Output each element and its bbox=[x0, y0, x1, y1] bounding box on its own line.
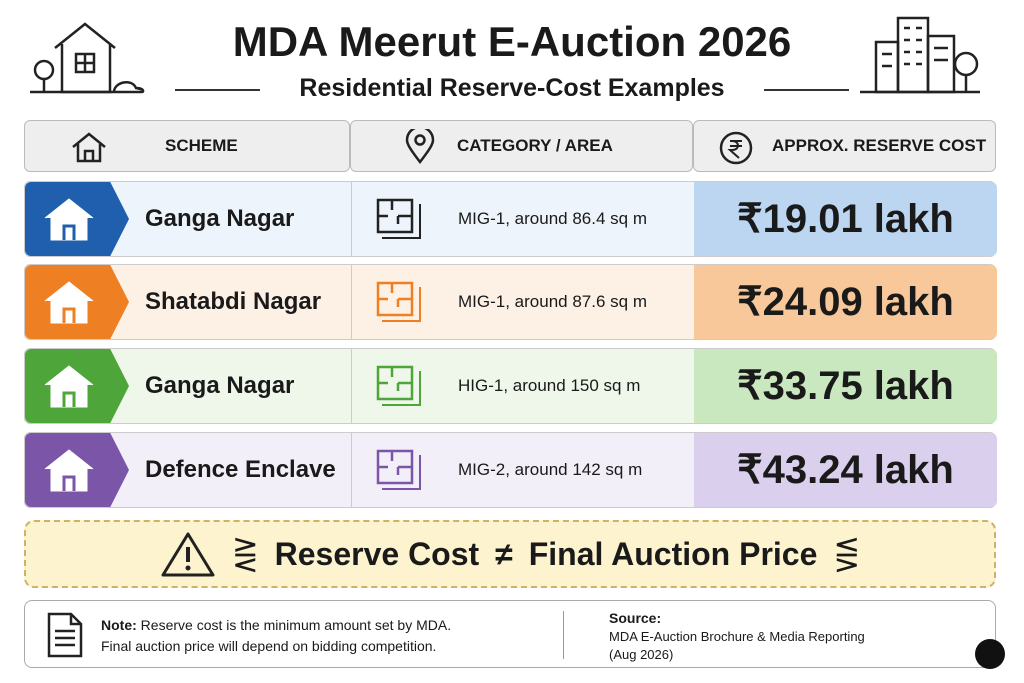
category: HIG-1, around 150 sq m bbox=[351, 349, 694, 423]
divider bbox=[563, 611, 564, 659]
footer: Note: Reserve cost is the minimum amount… bbox=[24, 600, 1005, 669]
note-text: Reserve cost is the minimum amount set b… bbox=[140, 617, 452, 633]
row-badge bbox=[25, 433, 129, 507]
source-text: (Aug 2026) bbox=[609, 647, 674, 662]
doc-icon bbox=[47, 612, 83, 658]
title: MDA Meerut E-Auction 2026 bbox=[232, 18, 792, 65]
header-text: APPROX. RESERVE COST bbox=[772, 136, 987, 155]
rule bbox=[175, 89, 260, 91]
icon bbox=[72, 132, 106, 163]
plan-icon bbox=[376, 365, 421, 406]
category-text: MIG-2, around 142 sq m bbox=[458, 460, 643, 479]
logo bbox=[975, 639, 1005, 669]
plan-icon bbox=[376, 281, 421, 322]
row-badge bbox=[25, 349, 129, 423]
reserve-cost: ₹19.01 lakh bbox=[694, 182, 997, 256]
header-text: SCHEME bbox=[165, 136, 238, 155]
category-text: MIG-1, around 86.4 sq m bbox=[458, 209, 647, 228]
note-text: Final auction price will depend on biddi… bbox=[101, 638, 437, 654]
header-text: CATEGORY / AREA bbox=[457, 136, 613, 155]
note: Note: Reserve cost is the minimum amount… bbox=[101, 615, 451, 657]
header-cell: APPROX. RESERVE COST bbox=[693, 120, 996, 172]
reserve-cost: ₹24.09 lakh bbox=[694, 265, 997, 339]
buildings-illustration bbox=[860, 16, 980, 94]
category: MIG-2, around 142 sq m bbox=[351, 433, 694, 507]
plan-icon bbox=[376, 449, 421, 490]
category-text: HIG-1, around 150 sq m bbox=[458, 376, 641, 395]
reserve-cost: ₹43.24 lakh bbox=[694, 433, 997, 507]
table-row: Ganga Nagar HIG-1, around 150 sq m ₹33.7… bbox=[24, 348, 997, 424]
warning-icon bbox=[161, 532, 215, 577]
banner-left: Reserve Cost bbox=[274, 535, 480, 572]
row-badge bbox=[25, 265, 129, 339]
scheme: Ganga Nagar bbox=[145, 372, 295, 399]
deco: ⋚ bbox=[833, 536, 861, 572]
note-label: Note: bbox=[101, 617, 137, 633]
warning-banner: ⋛ Reserve Cost ≠ Final Auction Price ⋚ bbox=[24, 520, 996, 588]
banner-right: Final Auction Price bbox=[528, 535, 818, 572]
icon bbox=[719, 131, 753, 165]
subtitle: Residential Reserve-Cost Examples bbox=[299, 74, 725, 102]
reserve-cost: ₹33.75 lakh bbox=[694, 349, 997, 423]
scheme: Defence Enclave bbox=[145, 456, 336, 483]
source-text: MDA E-Auction Brochure & Media Reporting bbox=[609, 629, 865, 644]
rule bbox=[764, 89, 849, 91]
category: MIG-1, around 87.6 sq m bbox=[351, 265, 694, 339]
source: Source: MDA E-Auction Brochure & Media Re… bbox=[609, 609, 865, 664]
row-badge bbox=[25, 182, 129, 256]
table-row: Shatabdi Nagar MIG-1, around 87.6 sq m ₹… bbox=[24, 264, 997, 340]
header-cell: CATEGORY / AREA bbox=[350, 120, 693, 172]
icon bbox=[405, 129, 435, 165]
scheme: Shatabdi Nagar bbox=[145, 288, 322, 315]
home-icon bbox=[44, 449, 94, 492]
category: MIG-1, around 86.4 sq m bbox=[351, 182, 694, 256]
home-icon bbox=[44, 198, 94, 241]
source-label: Source: bbox=[609, 610, 662, 626]
category-text: MIG-1, around 87.6 sq m bbox=[458, 292, 647, 311]
plan-icon bbox=[376, 198, 421, 239]
house-illustration bbox=[30, 22, 145, 94]
banner-symbol: ≠ bbox=[495, 535, 513, 572]
home-icon bbox=[44, 281, 94, 324]
table-row: Defence Enclave MIG-2, around 142 sq m ₹… bbox=[24, 432, 997, 508]
deco: ⋛ bbox=[231, 536, 259, 572]
header-cell: SCHEME bbox=[24, 120, 350, 172]
home-icon bbox=[44, 365, 94, 408]
scheme: Ganga Nagar bbox=[145, 205, 295, 232]
table-row: Ganga Nagar MIG-1, around 86.4 sq m ₹19.… bbox=[24, 181, 997, 257]
